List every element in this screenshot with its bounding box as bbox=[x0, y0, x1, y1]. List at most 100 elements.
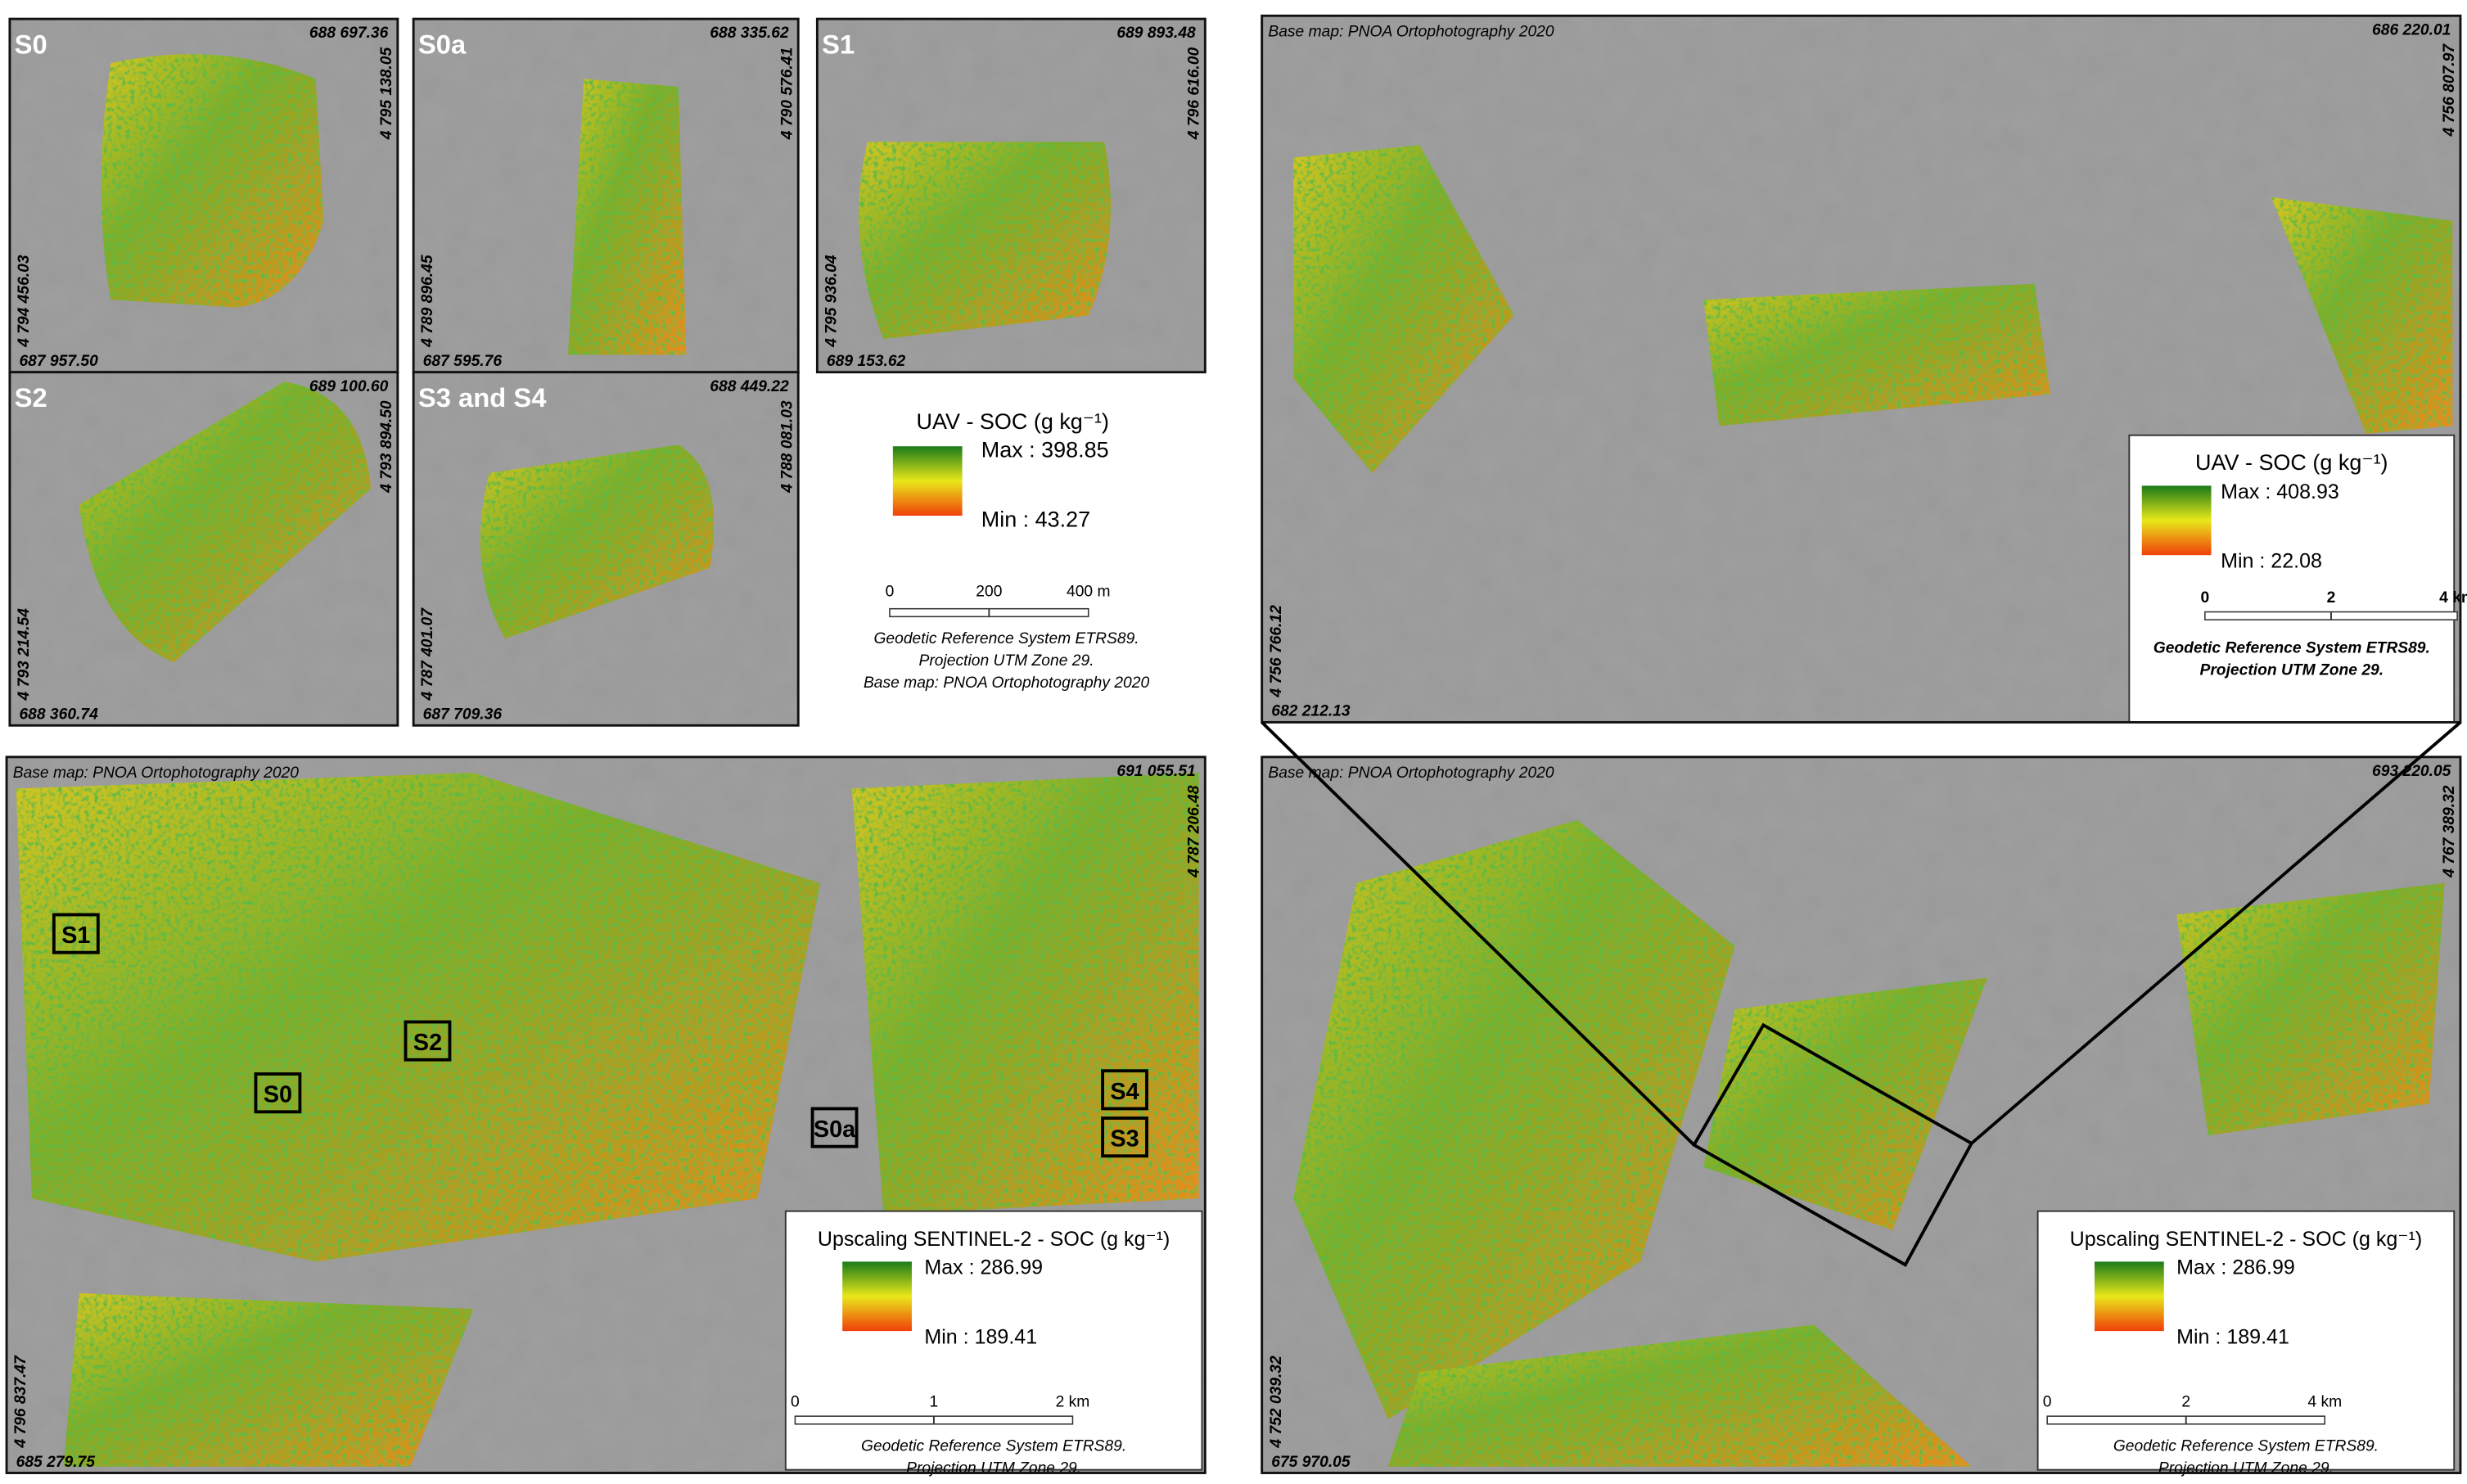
coord-right: 4 767 389.32 bbox=[2441, 785, 2458, 878]
zoom-outline bbox=[1261, 720, 2462, 1267]
coord-bottom: 687 595.76 bbox=[423, 353, 503, 370]
legend-title: Upscaling SENTINEL-2 - SOC (g kg⁻¹) bbox=[2070, 1228, 2423, 1251]
panel-label: S1 bbox=[822, 29, 855, 60]
scale-label: 2 km bbox=[1056, 1394, 1090, 1411]
coord-top: 693 220.05 bbox=[2372, 763, 2451, 780]
coord-right: 4 790 576.41 bbox=[779, 47, 796, 140]
legend-colorbar bbox=[842, 1261, 912, 1332]
panel-label: S2 bbox=[15, 382, 47, 413]
panel-label: S3 and S4 bbox=[418, 382, 547, 413]
basemap-note: Base map: PNOA Ortophotography 2020 bbox=[13, 765, 299, 782]
legend-colorbar bbox=[2141, 485, 2212, 556]
legend-max: Max : 398.85 bbox=[981, 438, 1109, 462]
coord-top: 689 100.60 bbox=[309, 378, 389, 395]
legend-title: Upscaling SENTINEL-2 - SOC (g kg⁻¹) bbox=[818, 1228, 1170, 1251]
legend-min: Min : 189.41 bbox=[924, 1326, 1037, 1349]
site-label: S0 bbox=[264, 1082, 292, 1108]
soc-raster bbox=[1703, 977, 1987, 1230]
basemap-note: Base map: PNOA Ortophotography 2020 bbox=[1268, 23, 1554, 40]
scale-label: 0 bbox=[2043, 1394, 2052, 1411]
site-label: S3 bbox=[1110, 1126, 1139, 1152]
coord-top: 688 335.62 bbox=[710, 25, 789, 42]
legend-colorbar bbox=[2094, 1261, 2164, 1332]
legend-note: Geodetic Reference System ETRS89. bbox=[861, 1438, 1126, 1455]
coord-top: 686 220.01 bbox=[2372, 21, 2451, 38]
soc-raster bbox=[859, 142, 1112, 340]
coord-left: 4 796 837.47 bbox=[12, 1355, 29, 1449]
soc-raster bbox=[2271, 196, 2453, 434]
coord-top: 688 449.22 bbox=[710, 378, 789, 395]
coord-right: 4 787 206.48 bbox=[1186, 785, 1203, 878]
coord-left: 4 787 401.07 bbox=[419, 607, 436, 701]
site-box bbox=[1101, 1116, 1148, 1158]
soc-raster bbox=[1293, 819, 1735, 1420]
legend-note: Geodetic Reference System ETRS89. bbox=[2154, 640, 2430, 657]
coord-left: 4 795 936.04 bbox=[823, 255, 840, 348]
legend-note: Geodetic Reference System ETRS89. bbox=[2113, 1438, 2379, 1455]
coord-right: 4 788 081.03 bbox=[779, 400, 796, 494]
scale-label: 0 bbox=[886, 583, 895, 600]
coord-left: 4 794 456.03 bbox=[16, 255, 33, 348]
panel-frame bbox=[412, 371, 800, 727]
panel-frame bbox=[1261, 14, 2462, 724]
legend-title: UAV - SOC (g kg⁻¹) bbox=[2195, 450, 2388, 475]
coord-bottom: 682 212.13 bbox=[1271, 703, 1351, 720]
panel-frame bbox=[5, 756, 1206, 1474]
soc-raster bbox=[1703, 283, 2051, 426]
coord-top: 689 893.48 bbox=[1116, 25, 1196, 42]
coord-bottom: 685 279.75 bbox=[16, 1454, 96, 1471]
site-box bbox=[52, 913, 100, 954]
scale-label: 0 bbox=[2200, 589, 2209, 607]
legend-note: Projection UTM Zone 29. bbox=[919, 652, 1094, 670]
site-box bbox=[1101, 1069, 1148, 1111]
scale-label: 4 km bbox=[2439, 589, 2467, 607]
soc-raster bbox=[16, 773, 821, 1262]
site-label: S4 bbox=[1110, 1079, 1139, 1105]
legend-note: Projection UTM Zone 29. bbox=[2158, 1460, 2334, 1477]
scale-label: 4 km bbox=[2307, 1394, 2342, 1411]
scale-label: 2 bbox=[2327, 589, 2336, 607]
legend-note: Geodetic Reference System ETRS89. bbox=[873, 630, 1139, 647]
basemap-note: Base map: PNOA Ortophotography 2020 bbox=[1268, 765, 1554, 782]
site-box bbox=[810, 1107, 859, 1148]
legend-max: Max : 286.99 bbox=[2176, 1256, 2295, 1279]
legend-box bbox=[2036, 1210, 2456, 1471]
coord-bottom: 688 360.74 bbox=[19, 706, 98, 724]
site-box bbox=[404, 1020, 452, 1062]
legend-colorbar bbox=[892, 446, 963, 516]
scale-label: 2 bbox=[2181, 1394, 2190, 1411]
coord-left: 4 752 039.32 bbox=[1268, 1355, 1285, 1449]
soc-raster bbox=[2176, 882, 2445, 1136]
legend-min: Min : 22.08 bbox=[2221, 550, 2322, 573]
legend-box bbox=[784, 1210, 1203, 1471]
panel-label: S0a bbox=[418, 29, 467, 60]
site-box bbox=[254, 1072, 302, 1114]
panel-frame bbox=[815, 17, 1206, 374]
panel-frame bbox=[1261, 756, 2462, 1474]
coord-left: 4 793 214.54 bbox=[16, 608, 33, 701]
coord-left: 4 756 766.12 bbox=[1268, 605, 1285, 698]
soc-raster bbox=[851, 773, 1199, 1215]
legend-box bbox=[2128, 434, 2456, 724]
soc-raster bbox=[567, 79, 687, 355]
legend-note: Projection UTM Zone 29. bbox=[2199, 662, 2384, 679]
coord-bottom: 687 957.50 bbox=[19, 353, 98, 370]
coord-right: 4 756 807.97 bbox=[2441, 43, 2458, 138]
coord-bottom: 689 153.62 bbox=[827, 353, 906, 370]
coord-bottom: 675 970.05 bbox=[1271, 1454, 1351, 1471]
soc-raster bbox=[1387, 1324, 1972, 1467]
site-label: S1 bbox=[61, 922, 90, 949]
coord-bottom: 687 709.36 bbox=[423, 706, 503, 724]
coord-top: 691 055.51 bbox=[1116, 763, 1195, 780]
coord-right: 4 796 616.00 bbox=[1186, 47, 1203, 141]
legend-note: Base map: PNOA Ortophotography 2020 bbox=[864, 674, 1149, 692]
legend-min: Min : 43.27 bbox=[981, 507, 1090, 532]
legend-max: Max : 408.93 bbox=[2221, 480, 2339, 503]
panel-label: S0 bbox=[15, 29, 47, 60]
site-label: S2 bbox=[413, 1030, 442, 1056]
scale-label: 200 bbox=[976, 583, 1002, 600]
coord-right: 4 793 894.50 bbox=[378, 400, 395, 494]
soc-raster bbox=[63, 1292, 474, 1467]
scale-label: 1 bbox=[930, 1394, 939, 1411]
coord-right: 4 795 138.05 bbox=[378, 47, 395, 141]
